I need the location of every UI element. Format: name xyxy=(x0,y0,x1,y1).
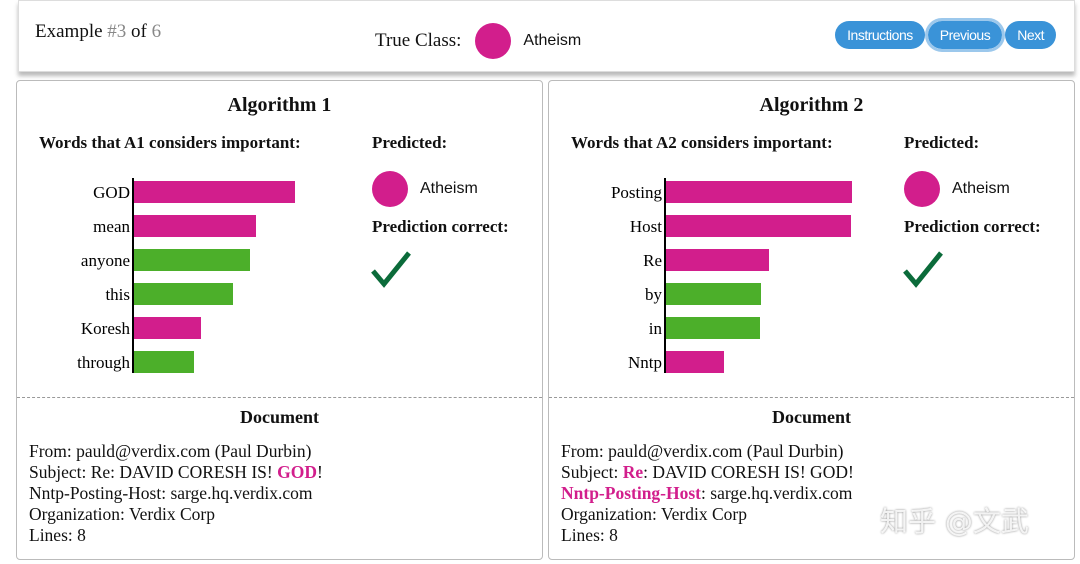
bar-Nntp xyxy=(665,351,724,373)
algorithm-1-panel: Algorithm 1 Words that A1 considers impo… xyxy=(16,80,543,560)
divider xyxy=(549,397,1074,398)
document-line: Organization: Verdix Corp xyxy=(561,504,854,525)
bar-label: GOD xyxy=(93,183,130,202)
document-text-span: : sarge.hq.verdix.com xyxy=(701,483,853,503)
algorithm-2-panel: Algorithm 2 Words that A2 considers impo… xyxy=(548,80,1075,560)
bar-mean xyxy=(133,215,256,237)
document-line: Lines: 8 xyxy=(561,525,854,546)
document-text-span: Subject: xyxy=(561,462,623,482)
predicted-class: Atheism xyxy=(372,171,478,207)
document-text-span: Organization: Verdix Corp xyxy=(29,504,215,524)
predicted-label: Predicted: xyxy=(372,133,448,152)
highlighted-word: Re xyxy=(622,462,644,482)
words-label: Words that A2 considers important: xyxy=(571,133,833,152)
example-label: Example xyxy=(35,21,108,42)
bar-label: mean xyxy=(93,217,130,236)
document-text-span: Subject: Re: DAVID CORESH IS! xyxy=(29,462,278,482)
class-dot-icon xyxy=(475,23,512,59)
bar-in xyxy=(665,317,760,339)
document-text-span: Lines: 8 xyxy=(561,525,618,545)
checkmark-icon xyxy=(371,251,411,288)
document-text-span: ! xyxy=(316,462,323,482)
words-label: Words that A1 considers important: xyxy=(39,133,301,152)
predicted-label: Predicted: xyxy=(904,133,980,152)
document-text-span: Organization: Verdix Corp xyxy=(561,504,747,524)
bar-label: Posting xyxy=(611,183,663,202)
highlighted-word: Nntp-Posting-Host xyxy=(561,483,702,503)
true-class: True Class: Atheism xyxy=(375,23,581,59)
document-text-span: : DAVID CORESH IS! GOD! xyxy=(643,462,854,482)
watermark: 知乎 @文武 xyxy=(880,505,1029,538)
checkmark-icon xyxy=(903,251,943,288)
document-title: Document xyxy=(772,407,851,427)
example-number: #3 xyxy=(107,21,127,42)
bar-label: through xyxy=(77,353,130,372)
document-line: Subject: Re: DAVID CORESH IS! GOD! xyxy=(29,462,323,483)
header-bar: Example #3 of 6 True Class: Atheism Instr… xyxy=(18,0,1075,72)
bar-label: Host xyxy=(630,217,662,236)
bar-label: Koresh xyxy=(81,319,131,338)
document-line: Lines: 8 xyxy=(29,525,323,546)
divider xyxy=(17,397,542,398)
document-text-span: Nntp-Posting-Host: sarge.hq.verdix.com xyxy=(29,483,313,503)
instructions-button[interactable]: Instructions xyxy=(835,21,925,49)
bar-label: in xyxy=(649,319,663,338)
document-line: From: pauld@verdix.com (Paul Durbin) xyxy=(561,441,854,462)
predicted-value: Atheism xyxy=(952,180,1010,197)
document-text: From: pauld@verdix.com (Paul Durbin) Subj… xyxy=(561,441,854,546)
bar-this xyxy=(133,283,233,305)
algorithm-title: Algorithm 1 xyxy=(227,94,332,116)
document-line: From: pauld@verdix.com (Paul Durbin) xyxy=(29,441,323,462)
document-line: Organization: Verdix Corp xyxy=(29,504,323,525)
class-dot-icon xyxy=(372,171,408,207)
example-of: of xyxy=(126,21,152,42)
document-title: Document xyxy=(240,407,319,427)
highlighted-word: GOD xyxy=(277,462,317,482)
document-line: Nntp-Posting-Host: sarge.hq.verdix.com xyxy=(29,483,323,504)
bar-by xyxy=(665,283,761,305)
previous-button[interactable]: Previous xyxy=(924,18,1006,52)
bar-anyone xyxy=(133,249,250,271)
bar-label: Re xyxy=(643,251,662,270)
true-class-value: Atheism xyxy=(523,32,582,49)
bar-Host xyxy=(665,215,851,237)
bar-through xyxy=(133,351,194,373)
bar-label: anyone xyxy=(81,251,130,270)
importance-chart: Posting Host Re by in Nntp xyxy=(611,178,852,373)
document-text-span: Lines: 8 xyxy=(29,525,86,545)
class-dot-icon xyxy=(904,171,940,207)
bar-Koresh xyxy=(133,317,201,339)
prediction-correct-label: Prediction correct: xyxy=(904,217,1041,236)
bar-Posting xyxy=(665,181,852,203)
example-total: 6 xyxy=(151,21,162,42)
document-text-span: From: pauld@verdix.com (Paul Durbin) xyxy=(561,441,844,461)
algorithm-title: Algorithm 2 xyxy=(759,94,864,116)
next-button[interactable]: Next xyxy=(1005,21,1056,49)
bar-label: Nntp xyxy=(628,353,662,372)
document-line: Nntp-Posting-Host: sarge.hq.verdix.com xyxy=(561,483,854,504)
document-text: From: pauld@verdix.com (Paul Durbin) Subj… xyxy=(29,441,323,546)
bar-label: this xyxy=(105,285,130,304)
bar-label: by xyxy=(645,285,663,304)
true-class-label: True Class: xyxy=(375,30,462,51)
bar-Re xyxy=(665,249,769,271)
predicted-value: Atheism xyxy=(420,180,478,197)
document-line: Subject: Re: DAVID CORESH IS! GOD! xyxy=(561,462,854,483)
importance-chart: GOD mean anyone this Koresh through xyxy=(77,178,295,373)
prediction-correct-label: Prediction correct: xyxy=(372,217,509,236)
predicted-class: Atheism xyxy=(904,171,1010,207)
document-text-span: From: pauld@verdix.com (Paul Durbin) xyxy=(29,441,312,461)
example-counter: Example #3 of 6 xyxy=(35,21,161,43)
bar-GOD xyxy=(133,181,295,203)
